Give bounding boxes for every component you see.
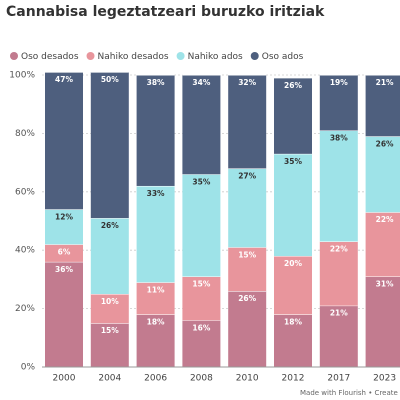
bar-segment bbox=[182, 174, 221, 277]
value-label: 12% bbox=[55, 212, 73, 221]
value-label: 31% bbox=[376, 279, 394, 288]
bar-segment bbox=[274, 314, 312, 367]
value-label: 47% bbox=[55, 75, 73, 84]
bar-segment bbox=[365, 212, 400, 277]
bar-segment bbox=[319, 305, 358, 367]
bar-segment bbox=[365, 75, 400, 137]
value-label: 11% bbox=[147, 285, 165, 294]
value-label: 15% bbox=[101, 326, 119, 335]
value-label: 22% bbox=[330, 244, 348, 253]
y-tick-label: 100% bbox=[9, 71, 35, 81]
bar-segment bbox=[182, 75, 221, 175]
bar-segment bbox=[274, 77, 312, 154]
bar-segment bbox=[274, 153, 312, 257]
value-label: 21% bbox=[330, 309, 348, 318]
bar-segment bbox=[45, 72, 83, 210]
value-label: 34% bbox=[192, 78, 210, 87]
x-tick-label: 2012 bbox=[282, 374, 305, 384]
x-tick-label: 2017 bbox=[327, 374, 350, 384]
value-label: 50% bbox=[101, 75, 119, 84]
value-label: 32% bbox=[238, 78, 256, 87]
legend-label: Nahiko ados bbox=[188, 52, 243, 62]
value-label: 36% bbox=[55, 265, 73, 274]
bar-segment bbox=[90, 72, 129, 219]
legend-swatch bbox=[86, 52, 95, 60]
value-label: 26% bbox=[101, 221, 119, 230]
x-tick-label: 2006 bbox=[144, 374, 167, 384]
bar-segment bbox=[136, 282, 175, 315]
bar-segment bbox=[319, 75, 358, 131]
y-tick-label: 60% bbox=[15, 187, 35, 197]
footer: Made with Flourish • Create a cha bbox=[300, 389, 400, 397]
value-label: 15% bbox=[238, 250, 256, 259]
x-tick-label: 2010 bbox=[236, 374, 259, 384]
y-tick-label: 40% bbox=[15, 246, 35, 256]
value-label: 15% bbox=[192, 279, 210, 288]
bar-segment bbox=[182, 320, 221, 367]
value-label: 35% bbox=[284, 157, 302, 166]
value-label: 20% bbox=[284, 259, 302, 268]
bar-segment bbox=[228, 291, 267, 367]
legend-label: Nahiko desados bbox=[98, 52, 169, 62]
legend-label: Oso ados bbox=[262, 52, 304, 62]
value-label: 26% bbox=[238, 294, 256, 303]
bar-segment bbox=[228, 247, 267, 292]
value-label: 18% bbox=[147, 317, 165, 326]
value-label: 10% bbox=[101, 297, 119, 306]
x-tick-label: 2008 bbox=[190, 374, 213, 384]
x-tick-label: 2023 bbox=[373, 374, 396, 384]
value-label: 6% bbox=[58, 247, 71, 256]
legend-swatch bbox=[176, 52, 185, 60]
y-tick-label: 80% bbox=[15, 129, 35, 139]
value-label: 26% bbox=[376, 139, 394, 148]
bar-segment bbox=[136, 314, 175, 367]
value-label: 38% bbox=[330, 133, 348, 142]
bar-segment bbox=[136, 75, 175, 186]
bar-segment bbox=[45, 261, 83, 367]
bar-segment bbox=[182, 276, 221, 321]
value-label: 38% bbox=[147, 78, 165, 87]
value-label: 27% bbox=[238, 171, 256, 180]
bar-segment bbox=[365, 136, 400, 213]
bar-segment bbox=[45, 244, 83, 262]
value-label: 18% bbox=[284, 317, 302, 326]
x-tick-label: 2000 bbox=[53, 374, 76, 384]
chart-title: Cannabisa legeztatzeari buruzko iritziak bbox=[6, 4, 325, 20]
value-label: 19% bbox=[330, 78, 348, 87]
value-label: 16% bbox=[192, 323, 210, 332]
value-label: 21% bbox=[376, 78, 394, 87]
bar-segment bbox=[45, 209, 83, 245]
legend-swatch bbox=[250, 52, 259, 60]
value-label: 22% bbox=[376, 215, 394, 224]
value-label: 35% bbox=[192, 177, 210, 186]
bar-segment bbox=[319, 241, 358, 306]
y-tick-label: 0% bbox=[21, 363, 36, 373]
bar-segment bbox=[228, 168, 267, 248]
bar-segment bbox=[319, 130, 358, 242]
bar-segment bbox=[90, 323, 129, 367]
x-tick-label: 2004 bbox=[98, 374, 121, 384]
y-tick-label: 20% bbox=[15, 304, 35, 314]
bar-segment bbox=[90, 218, 129, 294]
legend-label: Oso desados bbox=[21, 52, 79, 62]
bar-segment bbox=[228, 75, 267, 169]
bar-segment bbox=[274, 256, 312, 315]
legend-swatch bbox=[10, 52, 18, 60]
bar-segment bbox=[90, 294, 129, 324]
value-label: 33% bbox=[147, 189, 165, 198]
bar-segment bbox=[365, 276, 400, 367]
bar-segment bbox=[136, 185, 175, 283]
value-label: 26% bbox=[284, 81, 302, 90]
